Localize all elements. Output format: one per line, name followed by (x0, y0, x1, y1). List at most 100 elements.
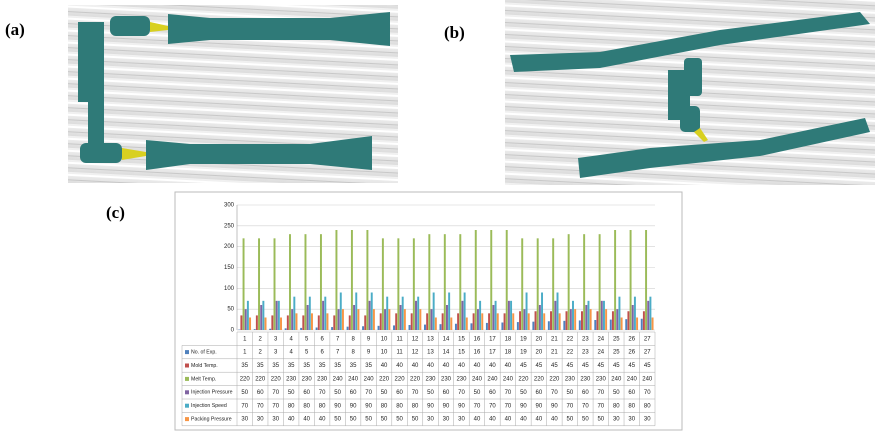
bar (548, 321, 550, 330)
bar (504, 313, 506, 330)
table-cell: 60 (489, 390, 496, 396)
bar (326, 313, 328, 330)
y-tick-label: 150 (224, 265, 235, 271)
table-cell: 35 (365, 363, 372, 369)
legend-label: Injection Speed (191, 403, 227, 409)
bar (369, 301, 371, 330)
table-cell: 230 (565, 376, 576, 382)
bar (568, 234, 570, 330)
x-tick-label: 24 (597, 336, 604, 342)
table-cell: 45 (628, 363, 635, 369)
table-cell: 60 (396, 390, 403, 396)
bar (448, 293, 450, 331)
table-cell: 35 (350, 363, 357, 369)
table-cell: 60 (628, 390, 635, 396)
table-cell: 30 (427, 417, 434, 423)
x-tick-label: 23 (582, 336, 589, 342)
bar (380, 313, 382, 330)
bar (508, 301, 510, 330)
bar (320, 234, 322, 330)
bar (426, 313, 428, 330)
bar (349, 315, 351, 330)
table-cell: 40 (458, 363, 465, 369)
table-cell: 15 (458, 350, 465, 356)
table-cell: 240 (642, 376, 653, 382)
table-cell: 35 (334, 363, 341, 369)
bar (621, 318, 623, 331)
table-cell: 40 (520, 417, 527, 423)
table-cell: 40 (288, 417, 295, 423)
bar (271, 315, 273, 330)
bar (364, 315, 366, 330)
bar (603, 301, 605, 330)
legend-swatch (185, 350, 189, 354)
table-cell: 70 (272, 390, 279, 396)
table-cell: 50 (334, 417, 341, 423)
legend-swatch (185, 364, 189, 368)
table-cell: 45 (582, 363, 589, 369)
bar (486, 323, 488, 330)
bar (459, 234, 461, 330)
bar (439, 324, 441, 330)
x-tick-label: 20 (536, 336, 543, 342)
table-cell: 230 (317, 376, 328, 382)
bar (366, 230, 368, 330)
legend-swatch (185, 417, 189, 421)
legend-swatch (185, 390, 189, 394)
table-cell: 80 (381, 403, 388, 409)
table-cell: 220 (549, 376, 560, 382)
bar (477, 309, 479, 330)
table-cell: 80 (412, 403, 419, 409)
bar (464, 293, 466, 331)
table-cell: 60 (303, 390, 310, 396)
table-cell: 60 (350, 390, 357, 396)
bar (249, 318, 251, 331)
bar (280, 318, 282, 331)
bar (393, 325, 395, 330)
bar (535, 311, 537, 330)
bar (395, 313, 397, 330)
bar (342, 309, 344, 330)
table-cell: 70 (505, 390, 512, 396)
table-cell: 40 (443, 363, 450, 369)
bar (307, 305, 309, 330)
table-cell: 17 (489, 350, 496, 356)
table-cell: 13 (427, 350, 434, 356)
x-tick-label: 13 (427, 336, 434, 342)
table-cell: 40 (319, 417, 326, 423)
bar (276, 301, 278, 330)
table-cell: 70 (582, 403, 589, 409)
table-cell: 30 (628, 417, 635, 423)
table-cell: 40 (427, 363, 434, 369)
bar (461, 301, 463, 330)
table-cell: 70 (257, 403, 264, 409)
table-cell: 220 (518, 376, 529, 382)
bar (338, 309, 340, 330)
bar (550, 311, 552, 330)
x-tick-label: 18 (505, 336, 512, 342)
bar (473, 313, 475, 330)
table-cell: 50 (567, 390, 574, 396)
y-tick-label: 250 (224, 223, 235, 229)
table-cell: 45 (597, 363, 604, 369)
bar (574, 309, 576, 330)
bar (335, 230, 337, 330)
x-tick-label: 21 (551, 336, 558, 342)
table-cell: 70 (551, 390, 558, 396)
bar (627, 311, 629, 330)
table-cell: 40 (303, 417, 310, 423)
legend-label: Packing Pressure (191, 416, 232, 422)
figure: (a) (b) (c) 0501001502002503001234567891… (0, 0, 876, 432)
bar (594, 320, 596, 330)
bar (475, 230, 477, 330)
table-cell: 40 (474, 363, 481, 369)
legend-label: Injection Pressure (191, 390, 233, 396)
bar (585, 305, 587, 330)
table-cell: 40 (505, 363, 512, 369)
y-tick-label: 200 (224, 244, 235, 250)
table-cell: 50 (365, 417, 372, 423)
bar (371, 293, 373, 331)
table-cell: 35 (257, 363, 264, 369)
table-cell: 90 (443, 403, 450, 409)
table-cell: 230 (441, 376, 452, 382)
